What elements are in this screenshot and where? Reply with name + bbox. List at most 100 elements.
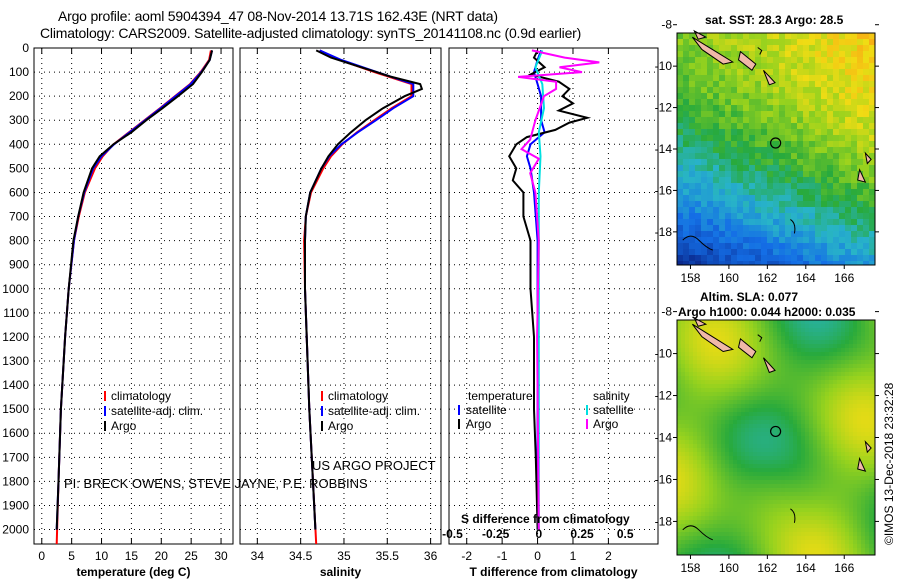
map-cell [743,99,749,105]
map-cell [873,456,875,460]
map-cell [821,237,827,243]
map-cell [705,348,709,352]
map-cell [863,129,869,135]
map-cell [677,548,681,552]
map-cell [677,400,681,404]
map-cell [737,520,741,524]
map-cell [777,436,781,440]
map-cell [731,159,737,165]
map-cell [833,237,839,243]
map-cell [845,129,851,135]
map-cell [865,500,869,504]
map-cell [801,548,805,552]
map-cell [805,392,809,396]
map-cell [813,460,817,464]
map-cell [707,39,713,45]
x-tick-label: 35.5 [376,549,400,563]
map-cell [863,69,869,75]
map-cell [825,552,829,555]
map-cell [797,117,803,123]
map-cell [797,412,801,416]
map-cell [801,372,805,376]
map-cell [681,512,685,516]
map-cell [805,344,809,348]
map-cell [707,237,713,243]
map-cell [773,171,779,177]
map-cell [693,472,697,476]
map-cell [789,524,793,528]
map-cell [721,512,725,516]
island [864,440,872,454]
map-cell [741,428,745,432]
map-cell [769,420,773,424]
map-cell [797,219,803,225]
map-cell [767,159,773,165]
map-cell [825,376,829,380]
map-cell [737,153,743,159]
map-cell [785,207,791,213]
map-cell [695,195,701,201]
map-cell [803,165,809,171]
map-cell [817,476,821,480]
map-cell [779,33,785,39]
map-cell [817,456,821,460]
map-cell [689,93,695,99]
map-cell [689,392,693,396]
map-cell [693,340,697,344]
map-cell [707,117,713,123]
map-cell [689,384,693,388]
map-cell [833,420,837,424]
map-cell [697,408,701,412]
map-cell [849,376,853,380]
map-cell [865,452,869,456]
map-cell [749,360,753,364]
map-cell [809,87,815,93]
map-cell [755,33,761,39]
map-cell [705,500,709,504]
map-cell [785,364,789,368]
map-cell [725,332,729,336]
map-cell [777,468,781,472]
map-cell [815,51,821,57]
map-cell [785,249,791,255]
map-cell [873,336,875,340]
map-cell [729,524,733,528]
map-cell [713,468,717,472]
map-cell [677,452,681,456]
map-cell [689,404,693,408]
map-cell [757,364,761,368]
map-cell [677,123,683,129]
map-cell [749,153,755,159]
map-cell [865,408,869,412]
map-cell [801,540,805,544]
map-cell [689,87,695,93]
x-tick-label: 10 [95,549,109,563]
map-cell [873,376,875,380]
map-cell [761,388,765,392]
map-cell [733,388,737,392]
map-cell [797,536,801,540]
map-cell [689,39,695,45]
map-cell [705,372,709,376]
map-cell [737,33,743,39]
map-cell [749,189,755,195]
map-cell [681,496,685,500]
x-tick-label: 36 [424,549,438,563]
map-cell [737,348,741,352]
map-cell [709,536,713,540]
depth-tick-label: 800 [9,234,29,248]
map-cell [817,416,821,420]
map-cell [797,135,803,141]
map-cell [681,436,685,440]
map-cell [737,380,741,384]
map-cell [845,87,851,93]
map-cell [761,93,767,99]
map-cell [677,69,683,75]
map-cell [853,488,857,492]
map-cell [815,207,821,213]
map-cell [689,536,693,540]
map-cell [757,544,761,548]
map-cell [873,492,875,496]
map-cell [709,548,713,552]
map-cell [779,261,785,265]
